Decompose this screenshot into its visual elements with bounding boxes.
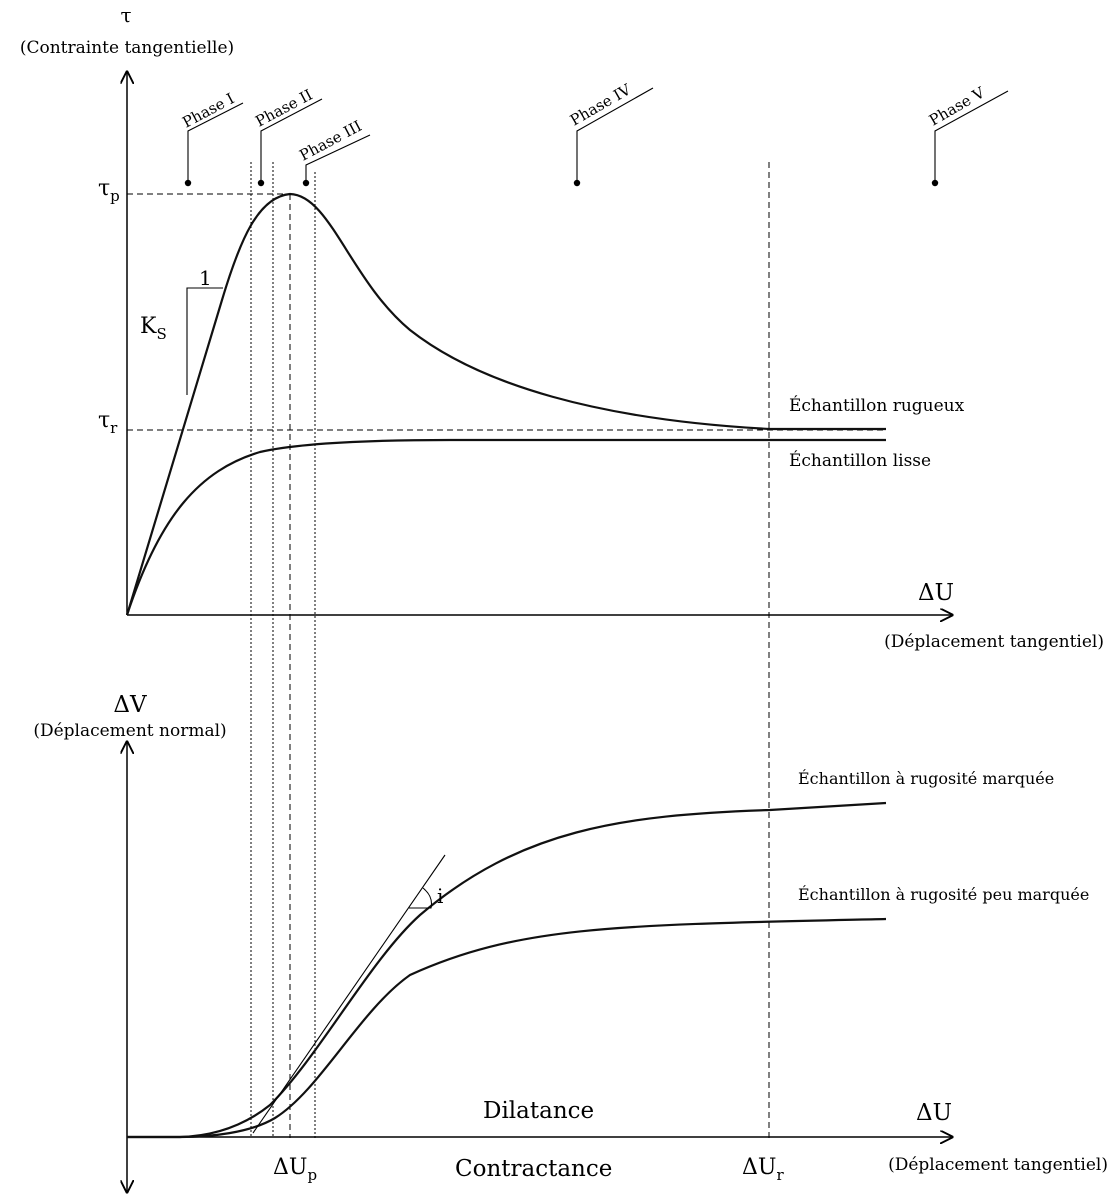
top-diagram: τ (Contrainte tangentielle) ΔU (Déplacem… <box>20 3 1104 652</box>
rough-sample-label: Échantillon rugueux <box>789 395 965 416</box>
smooth-sample-label: Échantillon lisse <box>789 450 931 471</box>
top-x-label: (Déplacement tangentiel) <box>884 632 1104 652</box>
bottom-diagram: ΔV (Déplacement normal) ΔU (Déplacement … <box>33 692 1108 1192</box>
tau-p-label: τp <box>98 176 120 205</box>
marked-roughness-label: Échantillon à rugosité marquée <box>798 768 1054 788</box>
contractance-label: Contractance <box>455 1156 612 1182</box>
little-roughness-label: Échantillon à rugosité peu marquée <box>798 884 1089 904</box>
angle-i-label: i <box>437 884 443 908</box>
smooth-sample-curve <box>125 438 886 616</box>
phase-label: Phase III <box>296 117 364 165</box>
top-y-label: (Contrainte tangentielle) <box>20 38 234 58</box>
bottom-y-label: (Déplacement normal) <box>33 721 226 741</box>
top-x-symbol: ΔU <box>918 580 954 606</box>
little-roughness-curve <box>127 917 887 1139</box>
phase-marker: Phase II <box>252 86 323 187</box>
phase-marker: Phase IV <box>567 80 654 187</box>
ks-slope-triangle <box>186 287 223 395</box>
bottom-x-symbol: ΔU <box>916 1100 952 1126</box>
bottom-y-symbol: ΔV <box>113 692 147 718</box>
du-p-label: ΔUp <box>273 1155 317 1184</box>
vertical-guides <box>250 162 770 1138</box>
phase-marker: Phase V <box>926 83 1009 187</box>
du-r-label: ΔUr <box>742 1155 784 1184</box>
marked-roughness-curve <box>127 801 887 1139</box>
top-y-symbol: τ <box>120 3 131 27</box>
slope-one-label: 1 <box>199 266 212 290</box>
tau-r-label: τr <box>98 408 118 437</box>
phase-marker: Phase III <box>296 117 371 187</box>
dilatance-label: Dilatance <box>483 1098 594 1124</box>
angle-i-arc <box>409 887 433 909</box>
bottom-x-label: (Déplacement tangentiel) <box>888 1155 1108 1175</box>
phase-marker: Phase I <box>179 89 244 187</box>
phase-label: Phase IV <box>567 80 635 130</box>
ks-label: KS <box>140 314 167 343</box>
dilatancy-tangent-line <box>252 854 446 1134</box>
phase-label: Phase II <box>252 86 315 131</box>
rough-sample-curve <box>125 192 886 616</box>
